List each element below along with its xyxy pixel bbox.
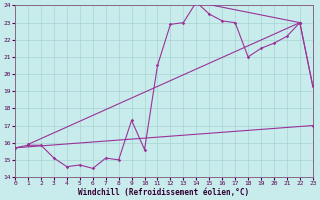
X-axis label: Windchill (Refroidissement éolien,°C): Windchill (Refroidissement éolien,°C) bbox=[78, 188, 250, 197]
